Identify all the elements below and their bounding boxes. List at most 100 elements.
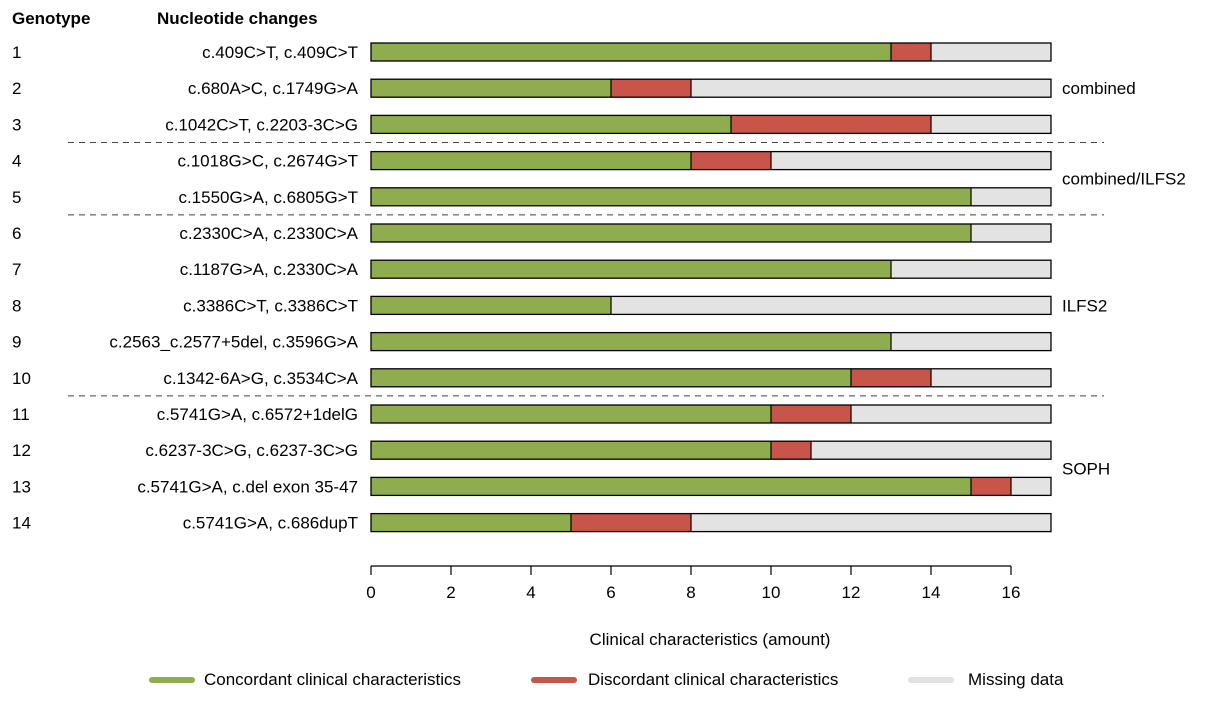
bar-segment-missing xyxy=(891,332,1051,351)
bar-outline xyxy=(370,150,1052,171)
bar-segment-discordant xyxy=(891,43,931,61)
genotype-header: Genotype xyxy=(12,9,90,28)
legend-label: Concordant clinical characteristics xyxy=(204,670,461,689)
bar-segment-missing xyxy=(611,296,1051,315)
bar-outline xyxy=(370,259,1052,279)
nucleotide-label: c.1042C>T, c.2203-3C>G xyxy=(165,115,358,134)
bar-segment-discordant xyxy=(971,477,1011,496)
bar-segment-discordant xyxy=(571,513,691,532)
genotype-label: 12 xyxy=(12,441,31,460)
genotype-label: 3 xyxy=(12,115,21,134)
genotype-label: 11 xyxy=(12,405,30,424)
genotype-label: 9 xyxy=(12,333,21,352)
group-label: ILFS2 xyxy=(1062,296,1107,315)
bar-outline xyxy=(370,42,1052,62)
x-tick-label: 8 xyxy=(686,583,695,602)
bar-outline xyxy=(370,331,1052,352)
bar-segment-missing xyxy=(1011,477,1051,496)
bar-segment-discordant xyxy=(771,405,851,423)
bar-segment-concordant xyxy=(371,405,771,423)
legend-label: Discordant clinical characteristics xyxy=(588,670,838,689)
bar-outline xyxy=(370,404,1052,424)
nucleotide-label: c.1187G>A, c.2330C>A xyxy=(180,260,359,279)
bar-segment-missing xyxy=(931,115,1051,134)
bar-segment-concordant xyxy=(371,224,971,242)
x-axis-title: Clinical characteristics (amount) xyxy=(590,630,831,649)
bar-segment-concordant xyxy=(371,187,971,206)
bar-segment-missing xyxy=(931,43,1051,61)
bar-segment-concordant xyxy=(371,513,571,532)
x-tick-label: 0 xyxy=(366,583,375,602)
group-label: combined xyxy=(1062,79,1136,98)
bar-outline xyxy=(370,368,1052,388)
genotype-label: 8 xyxy=(12,296,21,315)
bar-outline xyxy=(370,114,1052,135)
bar-segment-discordant xyxy=(611,79,691,98)
bar-segment-missing xyxy=(811,441,1051,460)
bar-outline xyxy=(370,512,1052,533)
bar-outline xyxy=(370,78,1052,98)
x-tick-label: 10 xyxy=(762,583,781,602)
bar-outline xyxy=(370,476,1052,497)
nucleotide-label: c.5741G>A, c.6572+1delG xyxy=(157,405,358,424)
genotype-label: 13 xyxy=(12,477,31,496)
genotype-label: 14 xyxy=(12,514,31,533)
genotype-label: 5 xyxy=(12,188,21,207)
bar-segment-missing xyxy=(851,405,1051,423)
nucleotide-label: c.1550G>A, c.6805G>T xyxy=(178,188,358,207)
nucleotide-label: c.5741G>A, c.del exon 35-47 xyxy=(137,477,358,496)
genotype-label: 2 xyxy=(12,79,21,98)
legend-label: Missing data xyxy=(968,670,1064,689)
bar-segment-concordant xyxy=(371,260,891,279)
bar-segment-concordant xyxy=(371,115,731,134)
nucleotide-label: c.409C>T, c.409C>T xyxy=(202,43,358,62)
genotype-label: 7 xyxy=(12,260,21,279)
bar-segment-discordant xyxy=(691,151,771,170)
bar-segment-discordant xyxy=(851,368,931,387)
bar-segment-concordant xyxy=(371,43,891,61)
bar-segment-discordant xyxy=(731,115,931,134)
group-label: combined/ILFS2 xyxy=(1062,170,1186,189)
bar-segment-missing xyxy=(931,368,1051,387)
x-tick-label: 12 xyxy=(842,583,861,602)
bar-outline xyxy=(370,223,1052,243)
genotype-label: 1 xyxy=(12,43,21,62)
bar-segment-concordant xyxy=(371,368,851,387)
bar-outline xyxy=(370,440,1052,460)
bar-segment-missing xyxy=(691,513,1051,532)
bar-segment-discordant xyxy=(771,441,811,460)
nucleotide-label: c.3386C>T, c.3386C>T xyxy=(183,296,358,315)
bar-segment-missing xyxy=(771,151,1051,170)
x-tick-label: 14 xyxy=(922,583,941,602)
genotype-label: 6 xyxy=(12,224,21,243)
bar-segment-concordant xyxy=(371,441,771,460)
bar-outline xyxy=(370,187,1052,207)
bar-segment-missing xyxy=(691,79,1051,98)
bar-outline xyxy=(370,295,1052,316)
nucleotide-label: c.6237-3C>G, c.6237-3C>G xyxy=(145,441,358,460)
genotype-label: 10 xyxy=(12,369,31,388)
genotype-label: 4 xyxy=(12,152,21,171)
bar-segment-concordant xyxy=(371,296,611,315)
x-tick-label: 2 xyxy=(446,583,455,602)
bar-segment-missing xyxy=(891,260,1051,279)
nucleotide-label: c.1342-6A>G, c.3534C>A xyxy=(163,369,358,388)
x-tick-label: 6 xyxy=(606,583,615,602)
bar-segment-missing xyxy=(971,224,1051,242)
nucleotide-label: c.2330C>A, c.2330C>A xyxy=(179,224,358,243)
x-tick-label: 16 xyxy=(1002,583,1021,602)
group-label: SOPH xyxy=(1062,459,1110,478)
bar-segment-concordant xyxy=(371,151,691,170)
bar-segment-concordant xyxy=(371,79,611,98)
nucleotide-header: Nucleotide changes xyxy=(157,9,318,28)
nucleotide-label: c.1018G>C, c.2674G>T xyxy=(178,152,359,171)
bar-segment-concordant xyxy=(371,477,971,496)
nucleotide-label: c.2563_c.2577+5del, c.3596G>A xyxy=(109,333,358,352)
nucleotide-label: c.5741G>A, c.686dupT xyxy=(183,514,358,533)
nucleotide-label: c.680A>C, c.1749G>A xyxy=(188,79,359,98)
x-tick-label: 4 xyxy=(526,583,535,602)
bar-segment-missing xyxy=(971,187,1051,206)
bar-segment-concordant xyxy=(371,332,891,351)
